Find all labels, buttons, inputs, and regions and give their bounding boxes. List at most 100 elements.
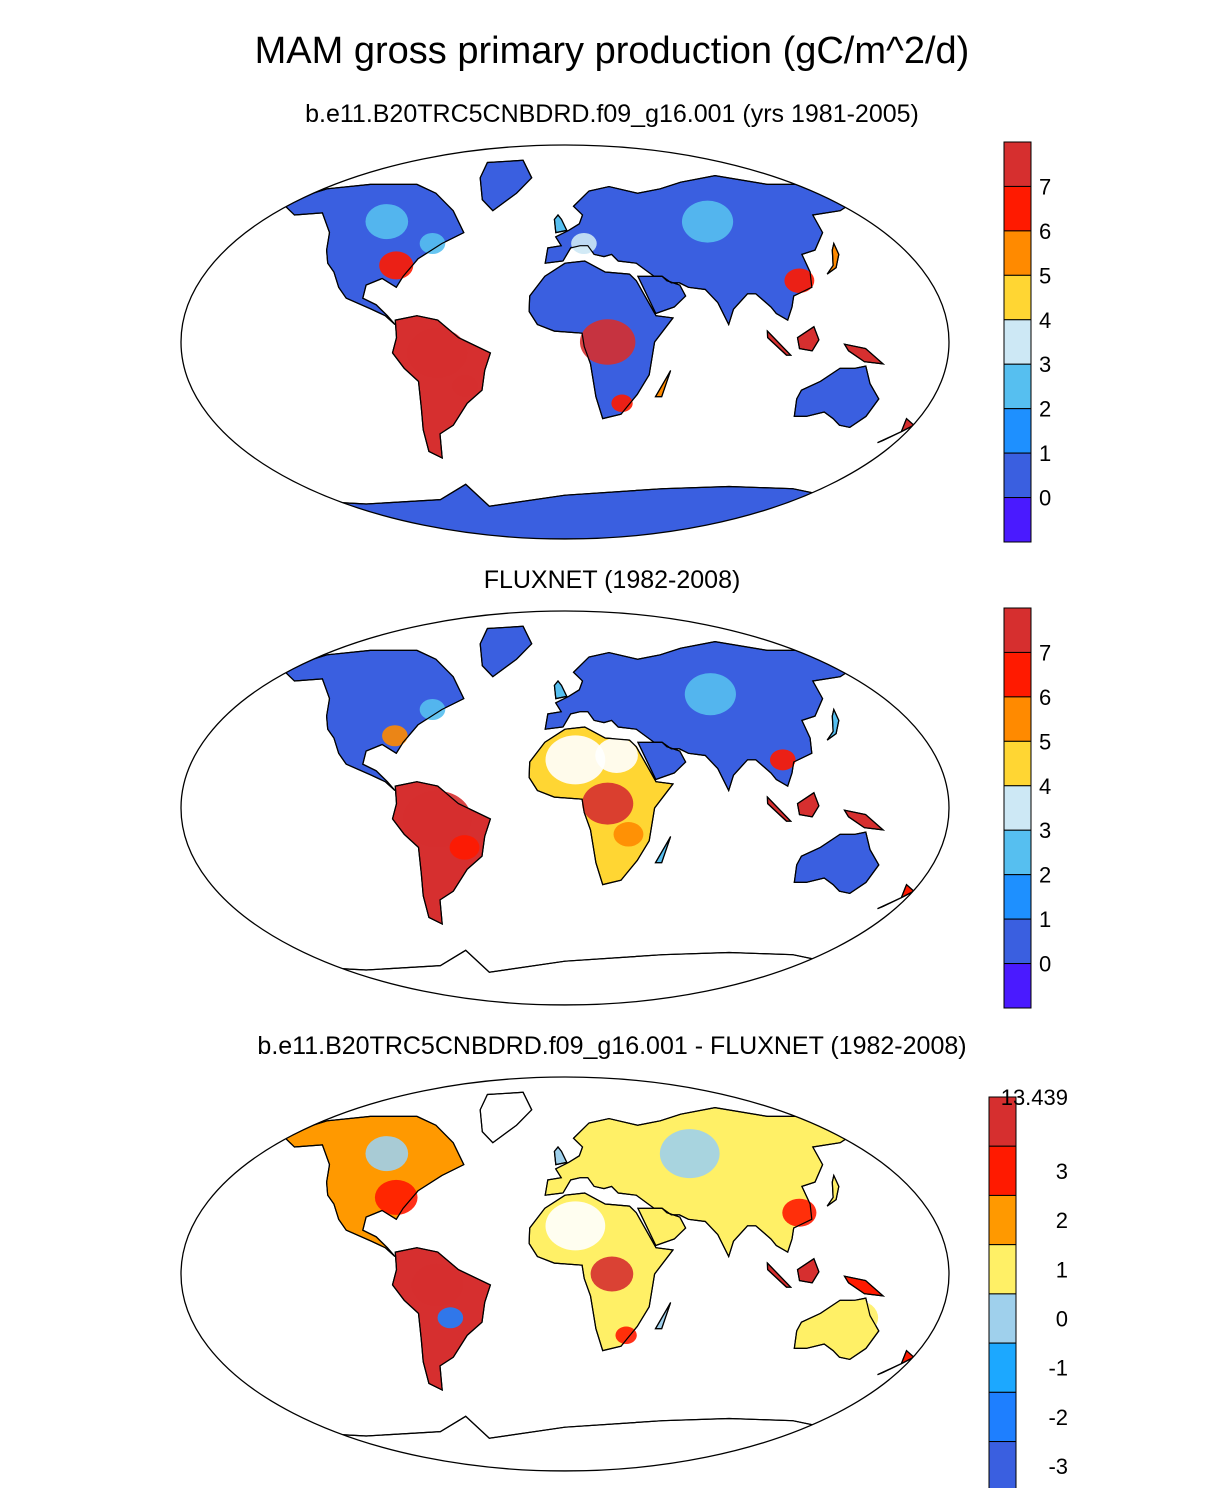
coastline (766, 329, 793, 356)
colorbar-swatch (1003, 274, 1032, 321)
colorbar-swatch (988, 1145, 1017, 1196)
colorbar-label: 4 (1039, 774, 1051, 799)
map-panel-2: 7 6 5 4 3 2 1 0 (180, 607, 1051, 1009)
map-boundary (180, 144, 950, 540)
colorbar-label: 13.439 (1001, 1085, 1068, 1110)
coastline (636, 275, 687, 315)
coastline (796, 325, 820, 352)
coastline (544, 640, 862, 793)
coastline (636, 1207, 687, 1247)
colorbar-swatch (1003, 230, 1032, 276)
coastline (528, 1192, 675, 1352)
colorbar-1: 7 6 5 4 3 2 1 0 (1003, 141, 1051, 543)
land-layer (282, 159, 915, 539)
value-patch (784, 268, 815, 293)
coastline (544, 1106, 862, 1259)
colorbar-label: 5 (1039, 729, 1051, 754)
coastline (544, 174, 862, 327)
colorbar-swatch (1003, 319, 1032, 365)
coastline (282, 483, 847, 539)
value-patch (407, 328, 468, 378)
landmass-australia (793, 831, 880, 895)
value-patch (419, 232, 446, 255)
map-panel-1: 7 6 5 4 3 2 1 0 (180, 141, 1051, 543)
coastline (843, 1275, 885, 1297)
coastline (877, 417, 915, 444)
colorbar-label: -3 (1048, 1454, 1068, 1479)
coastline (479, 1091, 533, 1144)
colorbar-swatch (1003, 740, 1032, 787)
coastline (793, 365, 880, 429)
colorbar-swatch (1003, 185, 1032, 232)
coastline (877, 1349, 915, 1376)
colorbar-label: 7 (1039, 174, 1051, 199)
colorbar-swatch (1003, 963, 1032, 1009)
value-patch (374, 1179, 418, 1215)
value-patch (835, 1300, 879, 1336)
colorbar-swatch (988, 1194, 1017, 1246)
coastline (654, 836, 672, 864)
coastline (843, 809, 885, 831)
value-patch (611, 394, 633, 413)
map-boundary (180, 1076, 950, 1472)
coastline (796, 791, 820, 818)
colorbar-swatch (988, 1441, 1017, 1488)
colorbar-label: 1 (1039, 907, 1051, 932)
coastline (282, 949, 847, 1005)
value-patch (615, 1326, 637, 1345)
colorbar-swatch (1003, 607, 1032, 653)
colorbar-swatch (1003, 408, 1032, 454)
colorbar-label: 2 (1039, 863, 1051, 888)
colorbar-label: 0 (1039, 486, 1051, 511)
colorbar-swatch (1003, 785, 1032, 831)
value-patch (613, 822, 644, 847)
colorbar-swatch (1003, 452, 1032, 499)
coastline (391, 1247, 492, 1392)
coastline (654, 1302, 672, 1330)
colorbar-label: 1 (1039, 441, 1051, 466)
colorbar-swatch (1003, 363, 1032, 410)
value-patch (590, 1256, 634, 1292)
value-patch (449, 835, 480, 860)
colorbar-label: -1 (1048, 1356, 1068, 1381)
coastline (528, 260, 675, 420)
colorbar-swatch (1003, 651, 1032, 698)
coastline (391, 315, 492, 460)
value-patch (684, 673, 736, 716)
colorbar-swatch (988, 1244, 1017, 1295)
panel-1-title: b.e11.B20TRC5CNBDRD.f09_g16.001 (yrs 198… (305, 100, 919, 128)
coastline (843, 343, 885, 365)
coastline (636, 741, 687, 781)
colorbar-label: 2 (1039, 397, 1051, 422)
colorbar-swatch (1003, 141, 1032, 187)
colorbar-label: 5 (1039, 263, 1051, 288)
value-patch (681, 200, 734, 243)
colorbar-label: 4 (1039, 308, 1051, 333)
colorbar-label: 3 (1039, 818, 1051, 843)
colorbar-label: 7 (1039, 640, 1051, 665)
land-layer (282, 625, 915, 1005)
panel-2-title: FLUXNET (1982-2008) (483, 566, 741, 594)
value-patch (595, 737, 638, 773)
colorbar-2: 7 6 5 4 3 2 1 0 (1003, 607, 1051, 1009)
coastline (877, 883, 915, 910)
colorbar-swatch (1003, 829, 1032, 876)
page-title: MAM gross primary production (gC/m^2/d) (254, 30, 970, 72)
colorbar-label: 6 (1039, 219, 1051, 244)
value-patch (382, 725, 408, 747)
value-patch (411, 1263, 463, 1306)
value-patch (545, 735, 606, 785)
coastline (553, 214, 568, 234)
coastline (479, 159, 533, 212)
colorbar-swatch (988, 1391, 1017, 1443)
colorbar-label: 2 (1056, 1208, 1068, 1233)
coastline (479, 625, 533, 678)
colorbar-swatch (1003, 918, 1032, 965)
colorbar-label: 3 (1039, 352, 1051, 377)
value-patch (365, 1136, 409, 1172)
value-patch (659, 1129, 720, 1179)
coastline (284, 183, 465, 325)
coastline (553, 1146, 568, 1166)
